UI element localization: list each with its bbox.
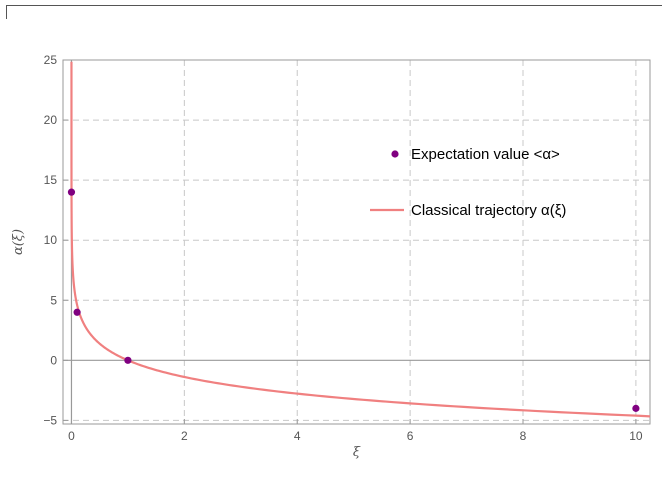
x-tick-label: 2 xyxy=(181,429,188,443)
frame-top-border xyxy=(6,5,662,6)
y-tick-label: 20 xyxy=(44,113,58,127)
x-tick-label: 4 xyxy=(294,429,301,443)
expectation-point xyxy=(632,404,640,412)
expectation-points xyxy=(67,188,640,412)
expectation-point xyxy=(73,308,81,316)
x-tick-label: 0 xyxy=(68,429,75,443)
expectation-point xyxy=(124,356,132,364)
expectation-point xyxy=(67,188,76,196)
classical-trajectory-line xyxy=(70,61,651,418)
x-tick-label: 8 xyxy=(520,429,527,443)
y-tick-label: −5 xyxy=(43,413,57,427)
legend-label-classical: Classical trajectory α(ξ) xyxy=(411,202,566,219)
frame-left-border xyxy=(6,5,7,19)
y-tick-label: 10 xyxy=(44,233,58,247)
legend-label-expectation: Expectation value <α> xyxy=(411,146,560,163)
y-tick-label: 0 xyxy=(50,353,57,367)
grid xyxy=(63,60,650,424)
x-tick-label: 6 xyxy=(407,429,414,443)
y-tick-label: 15 xyxy=(44,173,58,187)
plot-frame xyxy=(62,59,651,425)
y-tick-label: 25 xyxy=(44,53,58,67)
x-axis-label: ξ xyxy=(353,445,361,460)
legend: Expectation value <α> Classical trajecto… xyxy=(370,146,566,219)
tick-labels: 0 2 4 6 8 10 −5 0 5 10 15 20 25 xyxy=(43,53,643,443)
y-tick-label: 5 xyxy=(50,293,57,307)
y-axis-label: α(ξ) xyxy=(11,229,26,255)
x-tick-label: 10 xyxy=(629,429,643,443)
legend-marker-expectation xyxy=(391,150,399,158)
